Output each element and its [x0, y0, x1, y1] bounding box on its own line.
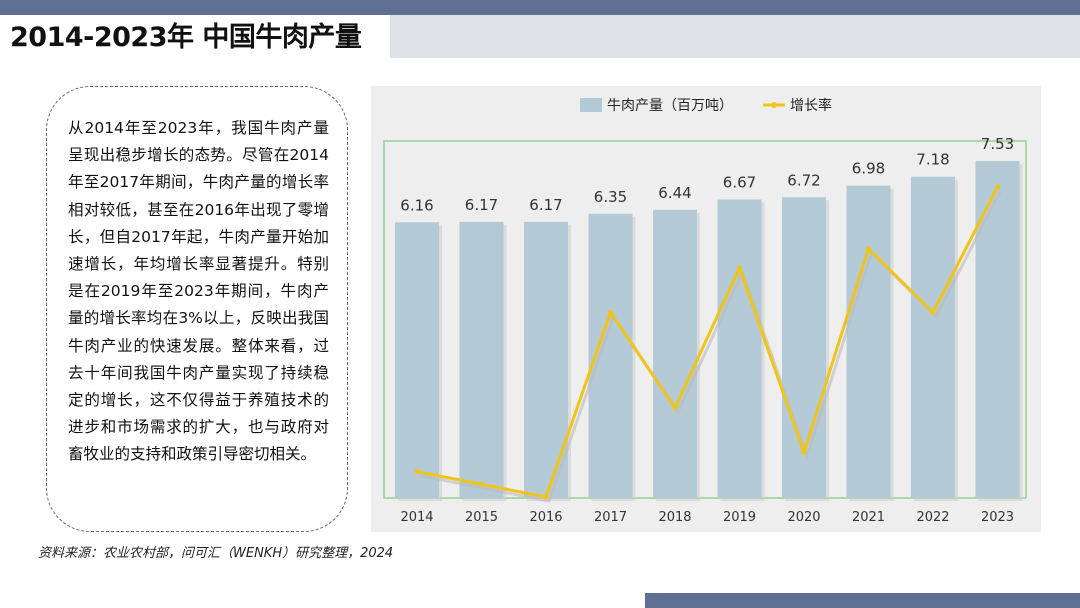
- growth-point: [608, 309, 613, 315]
- growth-point: [414, 469, 420, 475]
- x-tick-label: 2015: [465, 510, 498, 525]
- legend-swatch-bar: [580, 98, 602, 112]
- page-title: 2014-2023年 中国牛肉产量: [10, 22, 362, 53]
- summary-text: 从2014年至2023年，我国牛肉产量呈现出稳步增长的态势。尽管在2014年至2…: [68, 119, 329, 464]
- bar: [717, 199, 762, 498]
- data-label: 7.18: [916, 151, 949, 169]
- x-tick-label: 2020: [787, 510, 820, 525]
- title-background: [0, 15, 390, 58]
- growth-rate-line: [416, 186, 999, 499]
- growth-point: [672, 405, 678, 411]
- bar: [459, 221, 504, 498]
- data-label: 6.44: [658, 184, 691, 202]
- growth-point: [866, 246, 871, 252]
- bar: [395, 222, 439, 498]
- x-tick-label: 2019: [723, 510, 756, 525]
- bar: [911, 176, 955, 498]
- summary-box: 从2014年至2023年，我国牛肉产量呈现出稳步增长的态势。尽管在2014年至2…: [46, 86, 348, 532]
- growth-point: [930, 309, 936, 315]
- data-label: 7.53: [981, 135, 1014, 153]
- growth-point: [479, 481, 484, 487]
- x-tick-label: 2022: [916, 510, 949, 525]
- growth-point: [543, 494, 549, 500]
- data-label: 6.16: [400, 196, 433, 214]
- growth-point: [737, 265, 742, 271]
- x-tick-label: 2014: [400, 510, 433, 525]
- bar: [653, 209, 697, 498]
- data-label: 6.72: [787, 171, 820, 189]
- growth-point: [995, 184, 1000, 190]
- x-tick-label: 2021: [852, 510, 885, 525]
- bar: [846, 185, 891, 498]
- data-label: 6.67: [723, 173, 756, 191]
- data-label: 6.17: [465, 196, 498, 214]
- source-note: 资料来源：农业农村部，问可汇（WENKH）研究整理，2024: [38, 546, 394, 561]
- legend-label-growth: 增长率: [790, 97, 832, 114]
- x-tick-label: 2023: [981, 510, 1014, 525]
- chart-panel: 6.16 2014 6.17 2015 6.17 2016 6.35 2017 6.44 2018…: [371, 86, 1041, 532]
- bottom-accent-bar: [645, 593, 1080, 608]
- growth-point: [801, 449, 807, 455]
- data-label: 6.98: [852, 160, 885, 178]
- data-label: 6.35: [594, 188, 627, 206]
- x-tick-label: 2017: [594, 510, 627, 525]
- beef-production-chart: 6.16 2014 6.17 2015 6.17 2016 6.35 2017 6.44 2018…: [383, 97, 1027, 525]
- x-tick-label: 2018: [658, 510, 691, 525]
- legend-marker-growth: [771, 102, 777, 108]
- data-label: 6.17: [529, 196, 562, 214]
- x-tick-label: 2016: [529, 510, 562, 525]
- plot-frame: [383, 140, 1027, 499]
- bar: [975, 161, 1020, 498]
- top-accent-bar: [0, 0, 1080, 15]
- legend-label-production: 牛肉产量（百万吨）: [607, 98, 733, 114]
